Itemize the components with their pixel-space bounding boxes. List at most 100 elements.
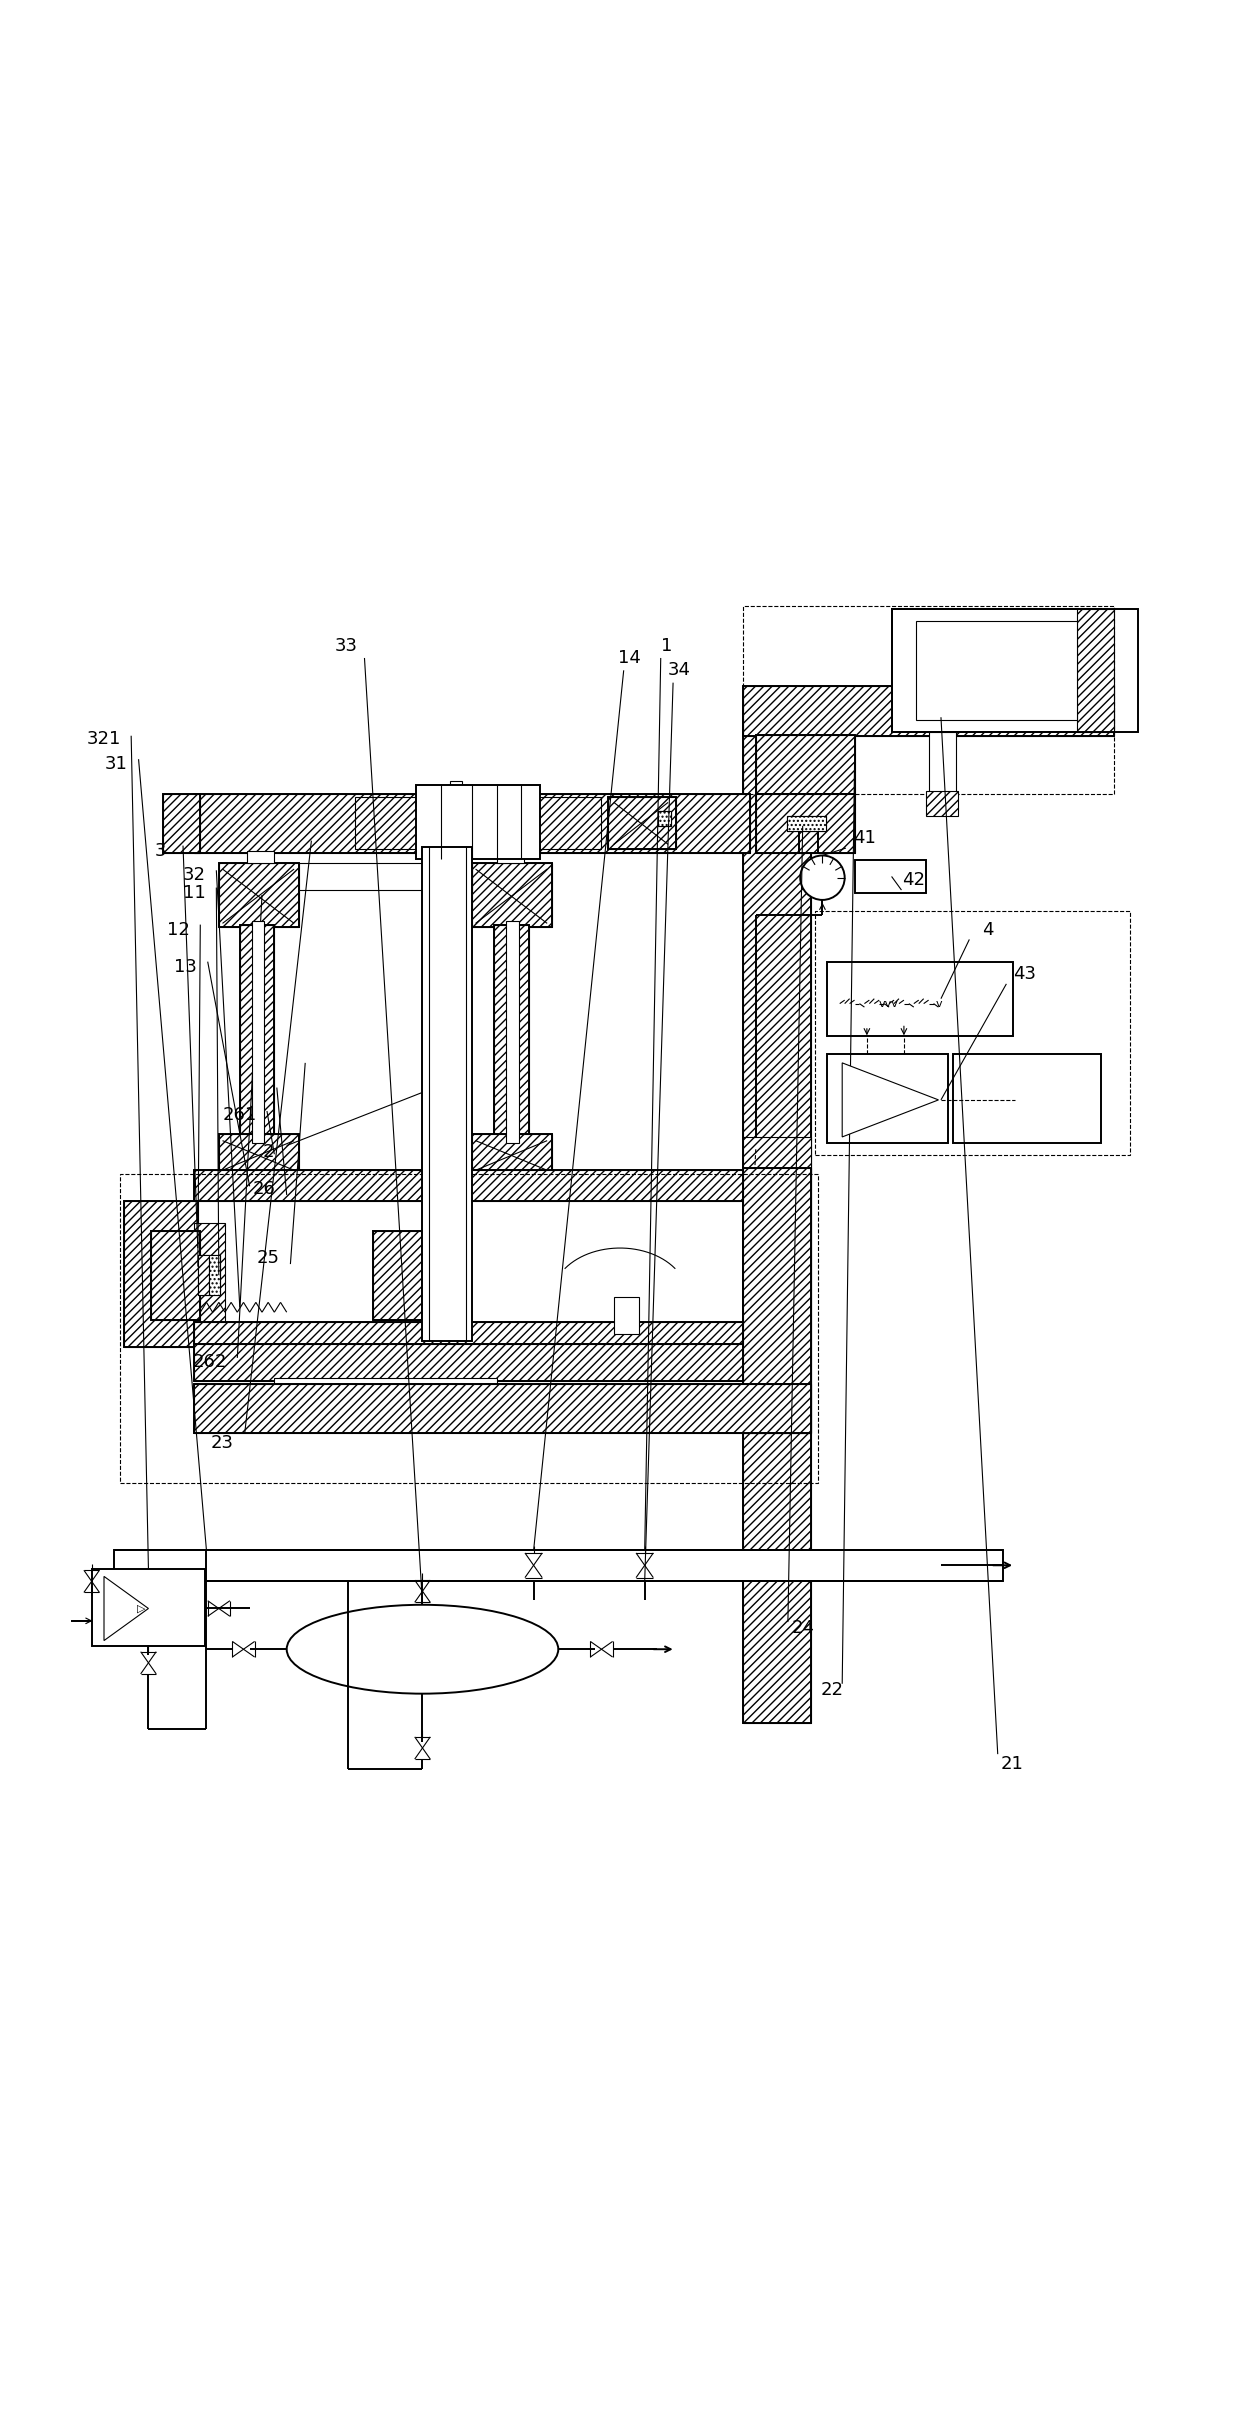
Bar [195, 1344, 750, 1381]
Bar [608, 797, 676, 850]
Bar [239, 925, 274, 1136]
Bar [198, 1255, 208, 1296]
Bar [208, 1255, 219, 1296]
Text: 25: 25 [257, 1250, 280, 1267]
Bar [786, 816, 826, 831]
Text: 24: 24 [791, 1620, 815, 1637]
Bar [164, 794, 201, 853]
Bar [195, 794, 750, 853]
Bar [218, 862, 299, 928]
Text: 4: 4 [982, 920, 993, 940]
Bar [608, 797, 676, 850]
Bar [299, 862, 472, 889]
Bar [786, 816, 826, 831]
Bar [929, 731, 956, 794]
Bar [373, 1230, 423, 1320]
Bar [247, 850, 274, 862]
Bar [494, 925, 528, 1136]
Text: 33: 33 [335, 637, 357, 654]
Text: v: v [935, 998, 942, 1008]
Bar [1076, 608, 1114, 731]
Ellipse shape [286, 1606, 558, 1693]
Bar [417, 785, 539, 860]
Bar [195, 1170, 750, 1201]
Bar [744, 685, 1114, 736]
Bar [658, 811, 671, 826]
Bar [195, 1170, 750, 1201]
Bar [195, 1223, 224, 1325]
Text: 43: 43 [1013, 964, 1037, 983]
Text: 12: 12 [166, 920, 190, 940]
Bar [744, 1167, 811, 1434]
Bar [472, 1133, 552, 1175]
Text: 31: 31 [105, 756, 128, 773]
Bar [494, 925, 528, 1136]
Text: 261: 261 [223, 1107, 257, 1124]
Bar [744, 1167, 811, 1434]
Circle shape [800, 855, 844, 901]
Bar [744, 1136, 811, 1175]
Bar [92, 1569, 206, 1645]
Text: 23: 23 [211, 1434, 234, 1453]
Bar [120, 1175, 817, 1482]
Bar [533, 797, 601, 850]
Bar [506, 920, 518, 1143]
Bar [614, 1298, 639, 1335]
Text: 41: 41 [853, 828, 875, 848]
Bar [472, 862, 552, 928]
Bar [436, 1255, 448, 1296]
Text: 42: 42 [903, 872, 925, 889]
Bar [892, 608, 1138, 731]
Bar [954, 1054, 1101, 1143]
Bar [218, 1133, 299, 1175]
Text: 2: 2 [263, 1143, 274, 1160]
Bar [744, 712, 811, 1724]
Text: 3: 3 [155, 840, 166, 860]
Bar [827, 1054, 949, 1143]
Bar [218, 862, 299, 928]
Text: 262: 262 [193, 1351, 227, 1371]
Bar [744, 685, 1114, 736]
Bar [496, 850, 523, 862]
Bar [854, 860, 926, 894]
Bar [274, 1402, 496, 1422]
Bar [239, 925, 274, 1136]
Bar [892, 608, 1101, 731]
Text: 13: 13 [174, 957, 197, 976]
Bar [355, 797, 423, 850]
Bar [827, 962, 1013, 1037]
Text: ▷: ▷ [136, 1603, 145, 1613]
Bar [373, 1230, 423, 1320]
Text: 26: 26 [253, 1180, 277, 1199]
Bar [252, 920, 264, 1143]
Bar [756, 734, 854, 794]
Bar [114, 1550, 1003, 1582]
Text: 22: 22 [821, 1681, 844, 1698]
Bar [756, 794, 854, 853]
Bar [124, 1201, 198, 1347]
Bar [916, 620, 1076, 719]
Bar [450, 782, 463, 797]
Bar [423, 848, 472, 1342]
Text: 321: 321 [87, 731, 122, 748]
Bar [198, 1255, 219, 1296]
Bar [744, 606, 1114, 794]
Bar [472, 1133, 552, 1175]
Bar [195, 1322, 750, 1347]
Text: vvv: vvv [879, 998, 899, 1008]
Bar [815, 911, 1130, 1155]
Bar [195, 1344, 750, 1381]
Bar [756, 734, 854, 794]
Bar [658, 811, 671, 826]
Bar [195, 794, 750, 853]
Bar [195, 1322, 750, 1347]
Text: 21: 21 [1001, 1756, 1024, 1773]
Text: 11: 11 [182, 884, 206, 901]
Bar [274, 1378, 496, 1422]
Bar [164, 794, 201, 853]
Bar [151, 1230, 201, 1320]
Bar [218, 1133, 299, 1175]
Bar [425, 1255, 436, 1296]
Bar [195, 1383, 811, 1434]
Text: 14: 14 [619, 649, 641, 666]
